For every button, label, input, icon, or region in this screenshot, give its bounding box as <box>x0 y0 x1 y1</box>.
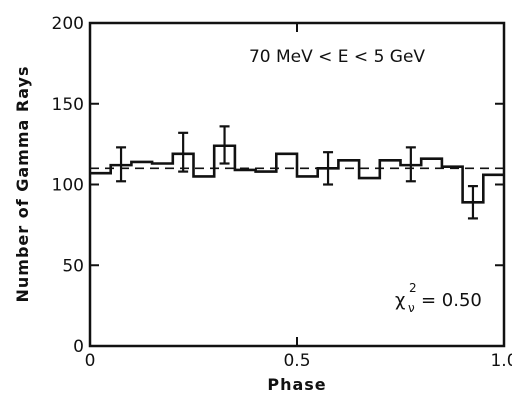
histogram-series <box>90 146 504 203</box>
y-tick-label: 200 <box>52 14 84 34</box>
y-tick-label: 50 <box>62 256 84 276</box>
chi-square-annotation: χ 2 ν = 0.50 <box>395 281 482 315</box>
energy-range-annotation: 70 MeV < E < 5 GeV <box>249 47 425 67</box>
x-tick-label: 0 <box>85 351 96 371</box>
y-tick-label: 150 <box>52 95 84 115</box>
x-tick-label: 1.0 <box>490 351 512 371</box>
y-tick-label: 0 <box>73 337 84 357</box>
chi-symbol: χ <box>395 290 405 311</box>
chi-subscript: ν <box>408 301 415 315</box>
x-axis-label: Phase <box>267 375 326 394</box>
chi-superscript: 2 <box>409 281 417 295</box>
error-bar <box>178 133 188 172</box>
y-tick-label: 100 <box>52 176 84 196</box>
chi-value: = 0.50 <box>421 290 482 311</box>
y-axis-label: Number of Gamma Rays <box>13 66 32 303</box>
x-tick-label: 0.5 <box>283 351 310 371</box>
